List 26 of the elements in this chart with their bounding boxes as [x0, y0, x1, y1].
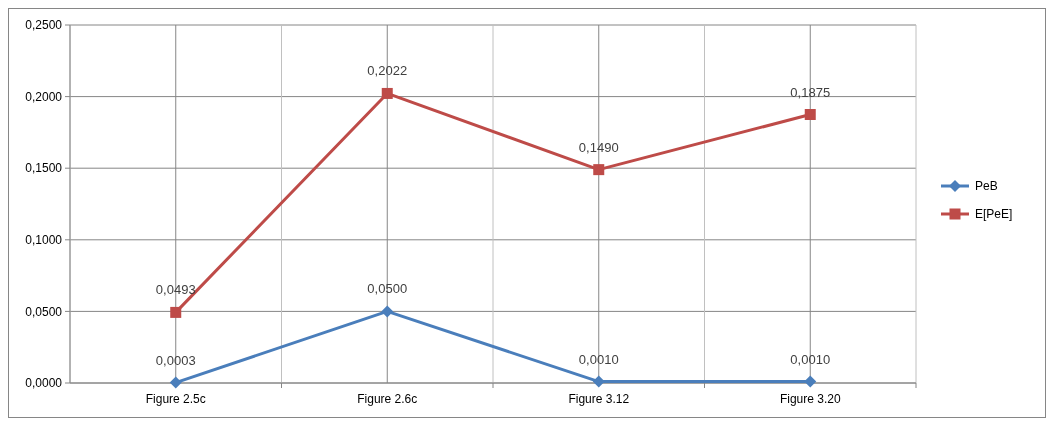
point [381, 87, 393, 99]
point [169, 376, 182, 389]
data-label: 0,1875 [790, 84, 831, 100]
point [804, 109, 816, 120]
point [170, 306, 182, 318]
data-label: 0,0493 [155, 282, 196, 298]
data-label: 0,1490 [578, 139, 619, 155]
x-tick-label: Figure 3.12 [568, 392, 630, 406]
data-label: 0,0003 [155, 352, 196, 368]
y-tick-label: 0,0000 [25, 376, 63, 391]
data-label: 0,0010 [790, 351, 831, 367]
y-tick-label: 0,1500 [25, 161, 63, 176]
y-tick-label: 0,2500 [25, 18, 63, 33]
data-label: 0,2022 [367, 63, 408, 79]
point [381, 305, 394, 318]
y-tick-label: 0,1000 [25, 233, 63, 247]
legend-label: PeB [975, 179, 998, 194]
x-tick-label: Figure 2.5c [145, 392, 206, 406]
x-tick-label: Figure 3.20 [779, 392, 841, 406]
data-label: 0,0500 [367, 281, 408, 297]
point [593, 164, 605, 176]
x-tick-label: Figure 2.6c [357, 392, 418, 406]
y-tick-label: 0,0500 [25, 304, 63, 319]
legend-label: E[PeE] [975, 207, 1013, 222]
y-tick-label: 0,2000 [25, 89, 63, 104]
data-label: 0,0010 [578, 351, 619, 367]
